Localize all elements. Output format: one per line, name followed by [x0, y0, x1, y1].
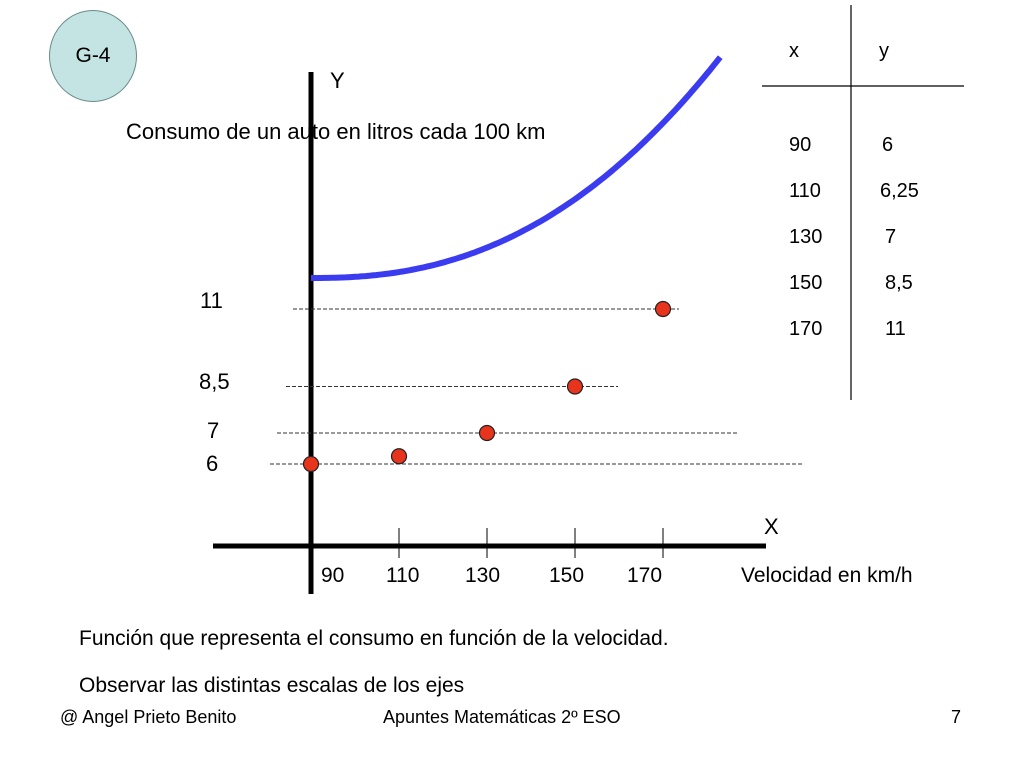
x-axis-label: X: [764, 514, 779, 539]
y-tick-label: 8,5: [199, 369, 230, 394]
table-cell-y: 7: [885, 226, 897, 248]
x-tick-label: 110: [386, 564, 420, 587]
table-header-y: y: [879, 40, 889, 62]
data-point: [566, 378, 584, 395]
table-cell-x: 150: [789, 272, 823, 294]
x-tick-label: 90: [321, 564, 345, 587]
table-cell-y: 8,5: [885, 272, 913, 294]
footer-author: @ Angel Prieto Benito: [60, 707, 237, 727]
table-cell-x: 90: [789, 134, 812, 156]
table-cell-y: 6,25: [880, 180, 919, 202]
table-cell-x: 170: [789, 318, 823, 340]
table-cell-y: 11: [885, 318, 906, 340]
chart-title: Consumo de un auto en litros cada 100 km: [126, 119, 546, 144]
consumption-curve: [311, 55, 723, 281]
y-axis-label: Y: [330, 68, 345, 93]
slide-badge: G-4: [49, 10, 137, 102]
table-cell-y: 6: [882, 134, 894, 156]
y-tick-label: 6: [206, 451, 219, 476]
footer-page-number: 7: [951, 707, 962, 727]
y-tick-label: 7: [207, 418, 220, 443]
x-tick-label: 150: [549, 564, 585, 587]
table-cell-x: 110: [789, 180, 821, 202]
data-point: [302, 455, 320, 473]
data-point: [654, 300, 672, 318]
x-tick-label: 170: [627, 564, 663, 587]
x-tick-label: 130: [465, 564, 501, 587]
x-axis-caption: Velocidad en km/h: [741, 564, 913, 587]
note-2: Observar las distintas escalas de los ej…: [79, 674, 465, 697]
table-header-x: x: [789, 40, 799, 62]
data-point: [390, 448, 408, 465]
data-point: [478, 424, 496, 442]
y-tick-label: 11: [200, 288, 223, 313]
footer-course: Apuntes Matemáticas 2º ESO: [383, 707, 621, 727]
table-cell-x: 130: [789, 226, 823, 248]
note-1: Función que representa el consumo en fun…: [79, 627, 669, 650]
